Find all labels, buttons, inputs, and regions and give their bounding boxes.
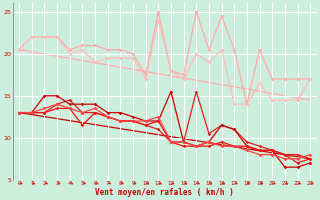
X-axis label: Vent moyen/en rafales ( km/h ): Vent moyen/en rafales ( km/h ) [95,188,234,197]
